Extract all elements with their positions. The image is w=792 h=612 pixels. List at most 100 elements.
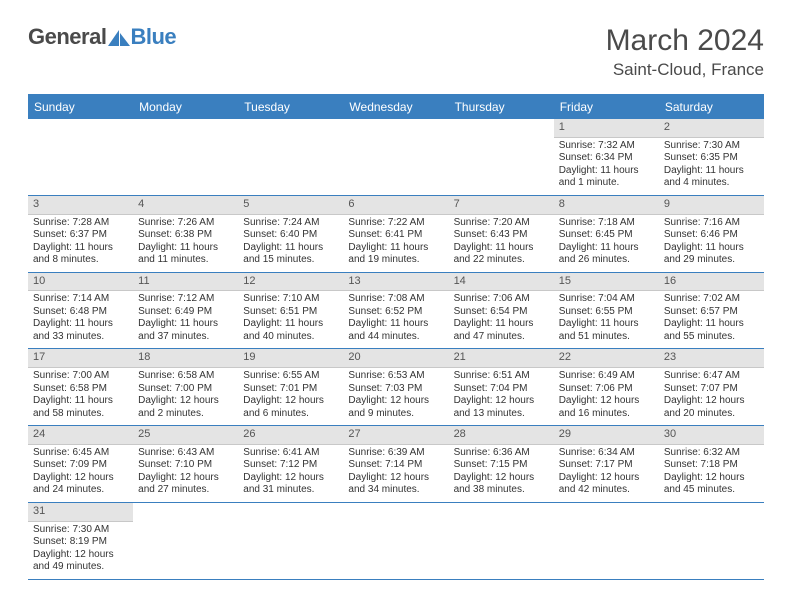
sunset-text: Sunset: 7:10 PM: [138, 459, 233, 472]
sunrise-text: Sunrise: 6:55 AM: [243, 370, 338, 383]
calendar-cell: 4Sunrise: 7:26 AMSunset: 6:38 PMDaylight…: [133, 196, 238, 273]
daylight-text: Daylight: 11 hours and 11 minutes.: [138, 242, 233, 267]
header: General Blue March 2024 Saint-Cloud, Fra…: [28, 24, 764, 80]
cell-text: Sunrise: 6:39 AMSunset: 7:14 PMDaylight:…: [348, 447, 443, 497]
sunrise-text: Sunrise: 6:45 AM: [33, 447, 128, 460]
day-number: 8: [554, 196, 659, 215]
cell-text: Sunrise: 6:55 AMSunset: 7:01 PMDaylight:…: [243, 370, 338, 420]
calendar-cell: 14Sunrise: 7:06 AMSunset: 6:54 PMDayligh…: [449, 273, 554, 350]
day-number: 20: [343, 349, 448, 368]
day-number: 18: [133, 349, 238, 368]
cell-text: Sunrise: 7:10 AMSunset: 6:51 PMDaylight:…: [243, 293, 338, 343]
sunset-text: Sunset: 7:04 PM: [454, 383, 549, 396]
sunset-text: Sunset: 6:51 PM: [243, 306, 338, 319]
calendar-cell: 19Sunrise: 6:55 AMSunset: 7:01 PMDayligh…: [238, 349, 343, 426]
cell-text: Sunrise: 7:00 AMSunset: 6:58 PMDaylight:…: [33, 370, 128, 420]
sunrise-text: Sunrise: 6:39 AM: [348, 447, 443, 460]
calendar-cell: 31Sunrise: 7:30 AMSunset: 8:19 PMDayligh…: [28, 503, 133, 580]
daylight-text: Daylight: 12 hours and 6 minutes.: [243, 395, 338, 420]
sunset-text: Sunset: 7:12 PM: [243, 459, 338, 472]
sunrise-text: Sunrise: 7:16 AM: [664, 217, 759, 230]
cell-text: Sunrise: 6:45 AMSunset: 7:09 PMDaylight:…: [33, 447, 128, 497]
cell-text: Sunrise: 6:53 AMSunset: 7:03 PMDaylight:…: [348, 370, 443, 420]
daylight-text: Daylight: 12 hours and 16 minutes.: [559, 395, 654, 420]
sunset-text: Sunset: 6:45 PM: [559, 229, 654, 242]
sunset-text: Sunset: 7:01 PM: [243, 383, 338, 396]
cell-text: Sunrise: 7:28 AMSunset: 6:37 PMDaylight:…: [33, 217, 128, 267]
sunset-text: Sunset: 6:48 PM: [33, 306, 128, 319]
calendar-cell: 25Sunrise: 6:43 AMSunset: 7:10 PMDayligh…: [133, 426, 238, 503]
calendar-cell: 9Sunrise: 7:16 AMSunset: 6:46 PMDaylight…: [659, 196, 764, 273]
day-number: 10: [28, 273, 133, 292]
sunset-text: Sunset: 6:57 PM: [664, 306, 759, 319]
sunrise-text: Sunrise: 7:10 AM: [243, 293, 338, 306]
sunrise-text: Sunrise: 6:34 AM: [559, 447, 654, 460]
sunrise-text: Sunrise: 7:12 AM: [138, 293, 233, 306]
daylight-text: Daylight: 12 hours and 34 minutes.: [348, 472, 443, 497]
sunset-text: Sunset: 7:09 PM: [33, 459, 128, 472]
sunrise-text: Sunrise: 6:58 AM: [138, 370, 233, 383]
daylight-text: Daylight: 12 hours and 20 minutes.: [664, 395, 759, 420]
cell-text: Sunrise: 7:02 AMSunset: 6:57 PMDaylight:…: [664, 293, 759, 343]
daylight-text: Daylight: 11 hours and 4 minutes.: [664, 165, 759, 190]
day-number: 17: [28, 349, 133, 368]
daylight-text: Daylight: 11 hours and 58 minutes.: [33, 395, 128, 420]
cell-text: Sunrise: 6:51 AMSunset: 7:04 PMDaylight:…: [454, 370, 549, 420]
cell-text: Sunrise: 6:41 AMSunset: 7:12 PMDaylight:…: [243, 447, 338, 497]
cell-text: Sunrise: 7:30 AMSunset: 6:35 PMDaylight:…: [664, 140, 759, 190]
calendar-cell: 23Sunrise: 6:47 AMSunset: 7:07 PMDayligh…: [659, 349, 764, 426]
day-number: 22: [554, 349, 659, 368]
calendar-cell: [449, 503, 554, 580]
sunset-text: Sunset: 6:40 PM: [243, 229, 338, 242]
sunrise-text: Sunrise: 6:36 AM: [454, 447, 549, 460]
calendar-cell: 28Sunrise: 6:36 AMSunset: 7:15 PMDayligh…: [449, 426, 554, 503]
sunrise-text: Sunrise: 7:30 AM: [664, 140, 759, 153]
calendar-cell: 22Sunrise: 6:49 AMSunset: 7:06 PMDayligh…: [554, 349, 659, 426]
title-block: March 2024 Saint-Cloud, France: [606, 24, 764, 80]
sunrise-text: Sunrise: 6:32 AM: [664, 447, 759, 460]
daylight-text: Daylight: 11 hours and 29 minutes.: [664, 242, 759, 267]
calendar-cell: [343, 119, 448, 196]
day-number: 7: [449, 196, 554, 215]
calendar-cell: [554, 503, 659, 580]
calendar-cell: 29Sunrise: 6:34 AMSunset: 7:17 PMDayligh…: [554, 426, 659, 503]
calendar-cell: 26 Sunrise: 6:41 AMSunset: 7:12 PMDayligh…: [238, 426, 343, 503]
cell-text: Sunrise: 7:04 AMSunset: 6:55 PMDaylight:…: [559, 293, 654, 343]
day-header: Monday: [133, 95, 238, 119]
sunset-text: Sunset: 6:35 PM: [664, 152, 759, 165]
calendar-cell: [238, 119, 343, 196]
sunrise-text: Sunrise: 7:30 AM: [33, 524, 128, 537]
sunrise-text: Sunrise: 7:20 AM: [454, 217, 549, 230]
sunset-text: Sunset: 6:49 PM: [138, 306, 233, 319]
day-number: 24: [28, 426, 133, 445]
day-header: Saturday: [659, 95, 764, 119]
sunset-text: Sunset: 7:07 PM: [664, 383, 759, 396]
cell-text: Sunrise: 7:14 AMSunset: 6:48 PMDaylight:…: [33, 293, 128, 343]
sunrise-text: Sunrise: 7:02 AM: [664, 293, 759, 306]
logo: General Blue: [28, 24, 176, 50]
calendar-cell: 12Sunrise: 7:10 AMSunset: 6:51 PMDayligh…: [238, 273, 343, 350]
sunset-text: Sunset: 6:52 PM: [348, 306, 443, 319]
daylight-text: Daylight: 11 hours and 1 minute.: [559, 165, 654, 190]
calendar-cell: [659, 503, 764, 580]
sunset-text: Sunset: 7:15 PM: [454, 459, 549, 472]
cell-text: Sunrise: 7:12 AMSunset: 6:49 PMDaylight:…: [138, 293, 233, 343]
daylight-text: Daylight: 11 hours and 55 minutes.: [664, 318, 759, 343]
day-number: 26: [238, 426, 343, 445]
sunrise-text: Sunrise: 7:32 AM: [559, 140, 654, 153]
calendar-cell: 5Sunrise: 7:24 AMSunset: 6:40 PMDaylight…: [238, 196, 343, 273]
logo-text-general: General: [28, 24, 106, 50]
day-number: 28: [449, 426, 554, 445]
day-number: 4: [133, 196, 238, 215]
sunrise-text: Sunrise: 7:04 AM: [559, 293, 654, 306]
sunset-text: Sunset: 6:54 PM: [454, 306, 549, 319]
sunrise-text: Sunrise: 7:06 AM: [454, 293, 549, 306]
sunset-text: Sunset: 7:14 PM: [348, 459, 443, 472]
calendar-cell: 8Sunrise: 7:18 AMSunset: 6:45 PMDaylight…: [554, 196, 659, 273]
sunset-text: Sunset: 6:41 PM: [348, 229, 443, 242]
sunset-text: Sunset: 6:58 PM: [33, 383, 128, 396]
sunset-text: Sunset: 6:37 PM: [33, 229, 128, 242]
calendar-cell: 7Sunrise: 7:20 AMSunset: 6:43 PMDaylight…: [449, 196, 554, 273]
day-number: 14: [449, 273, 554, 292]
day-header: Friday: [554, 95, 659, 119]
